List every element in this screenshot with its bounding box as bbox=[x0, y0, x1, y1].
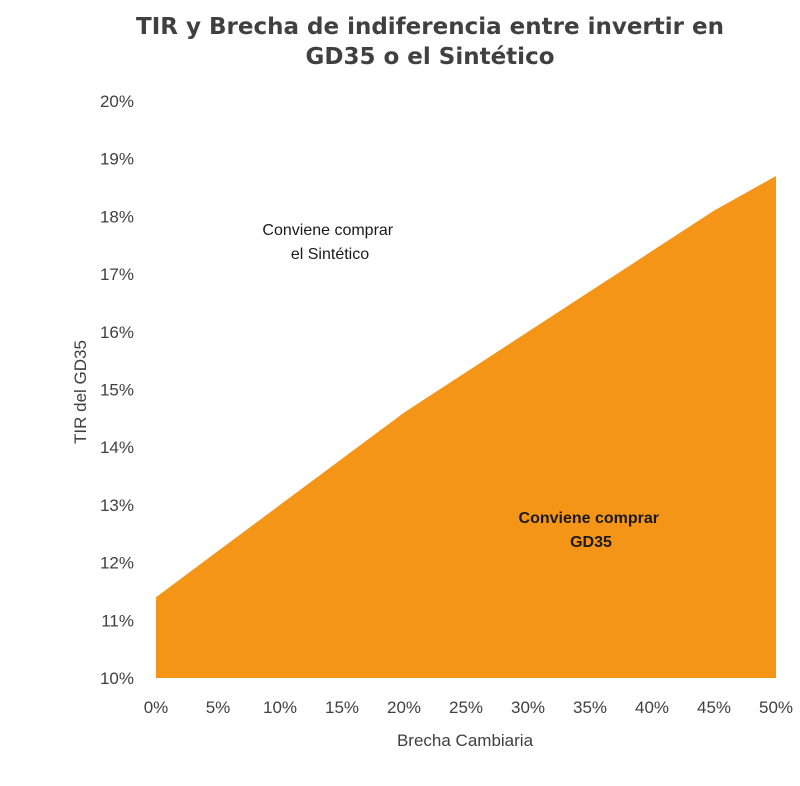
x-tick-label: 0% bbox=[144, 698, 169, 717]
x-tick-label: 20% bbox=[387, 698, 421, 717]
y-tick-label: 15% bbox=[100, 381, 134, 400]
series-area bbox=[156, 176, 776, 678]
y-tick-label: 13% bbox=[100, 496, 134, 515]
x-tick-label: 40% bbox=[635, 698, 669, 717]
region-label-synthetic-line-1: Conviene comprar bbox=[262, 222, 393, 239]
y-tick-label: 19% bbox=[100, 150, 134, 169]
x-axis-label: Brecha Cambiaria bbox=[397, 731, 534, 750]
x-tick-label: 50% bbox=[759, 698, 793, 717]
y-tick-label: 10% bbox=[100, 669, 134, 688]
y-tick-label: 18% bbox=[100, 207, 134, 226]
y-axis-label: TIR del GD35 bbox=[71, 340, 90, 444]
region-label-gd35-line-1: Conviene comprar bbox=[519, 510, 659, 527]
region-label-gd35: Conviene comprar GD35 bbox=[519, 510, 664, 551]
region-label-synthetic: Conviene comprar el Sintético bbox=[262, 222, 397, 263]
y-tick-label: 16% bbox=[100, 323, 134, 342]
x-axis-ticks: 0% 5% 10% 15% 20% 25% 30% 35% 40% 45% 50% bbox=[144, 698, 793, 717]
chart-title-line-2: GD35 o el Sintético bbox=[305, 44, 555, 70]
y-axis-ticks: 10% 11% 12% 13% 14% 15% 16% 17% 18% 19% 20% bbox=[100, 92, 134, 688]
y-tick-label: 20% bbox=[100, 92, 134, 111]
y-tick-label: 11% bbox=[101, 611, 134, 630]
chart-title: TIR y Brecha de indiferencia entre inver… bbox=[0, 12, 800, 72]
region-label-synthetic-line-2: el Sintético bbox=[291, 246, 369, 263]
x-tick-label: 5% bbox=[206, 698, 231, 717]
x-tick-label: 30% bbox=[511, 698, 545, 717]
y-tick-label: 14% bbox=[100, 438, 134, 457]
x-tick-label: 45% bbox=[697, 698, 731, 717]
y-tick-label: 17% bbox=[100, 265, 134, 284]
x-tick-label: 35% bbox=[573, 698, 607, 717]
x-tick-label: 25% bbox=[449, 698, 483, 717]
y-tick-label: 12% bbox=[100, 554, 134, 573]
x-tick-label: 15% bbox=[325, 698, 359, 717]
region-label-gd35-line-2: GD35 bbox=[570, 534, 612, 551]
area-layer bbox=[156, 176, 776, 678]
x-tick-label: 10% bbox=[263, 698, 297, 717]
chart-title-line-1: TIR y Brecha de indiferencia entre inver… bbox=[136, 14, 724, 40]
